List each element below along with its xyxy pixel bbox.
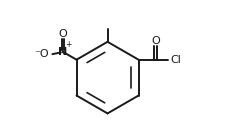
- Text: O: O: [58, 29, 67, 39]
- Text: ⁻O: ⁻O: [34, 49, 49, 59]
- Text: O: O: [151, 36, 160, 46]
- Text: N: N: [58, 47, 67, 57]
- Text: Cl: Cl: [171, 55, 182, 65]
- Text: +: +: [65, 40, 72, 49]
